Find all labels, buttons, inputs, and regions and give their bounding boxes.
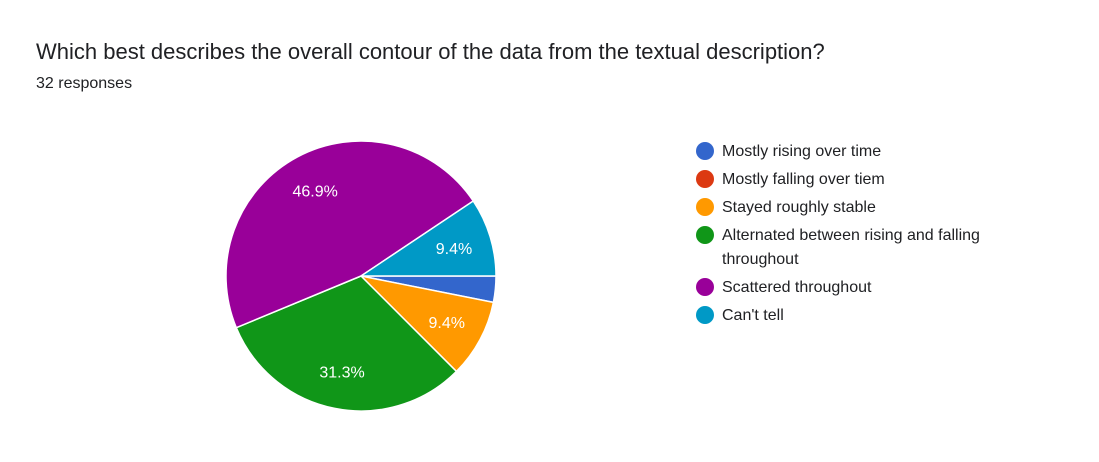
- legend-color-dot: [696, 306, 714, 324]
- legend-item[interactable]: Alternated between rising and falling th…: [696, 224, 1076, 272]
- slice-label-5: 9.4%: [436, 241, 472, 258]
- pie-slice-5[interactable]: [358, 199, 497, 277]
- legend-label: Mostly rising over time: [722, 143, 882, 160]
- legend-color-dot: [696, 142, 714, 160]
- slice-label-4: 46.9%: [292, 183, 337, 200]
- pie-slice-2[interactable]: [358, 274, 495, 373]
- legend-label: Alternated between rising and falling th…: [722, 227, 980, 268]
- legend-color-dot: [696, 226, 714, 244]
- legend-color-dot: [696, 170, 714, 188]
- question-title: Which best describes the overall contour…: [36, 39, 825, 64]
- legend-item[interactable]: Can't tell: [696, 304, 1076, 328]
- slice-label-2: 9.4%: [428, 315, 464, 332]
- legend-item[interactable]: Mostly rising over time: [696, 140, 1076, 164]
- legend-label: Mostly falling over tiem: [722, 171, 885, 188]
- pie-slice-3[interactable]: [235, 275, 458, 412]
- slice-label-3: 31.3%: [319, 364, 364, 381]
- legend-label: Can't tell: [722, 307, 784, 324]
- legend-item[interactable]: Mostly falling over tiem: [696, 168, 1076, 192]
- legend-item[interactable]: Stayed roughly stable: [696, 196, 1076, 220]
- legend-label: Stayed roughly stable: [722, 199, 876, 216]
- legend-color-dot: [696, 278, 714, 296]
- legend-color-dot: [696, 198, 714, 216]
- response-count: 32 responses: [36, 75, 133, 92]
- legend-label: Scattered throughout: [722, 279, 872, 296]
- legend-item[interactable]: Scattered throughout: [696, 276, 1076, 300]
- pie-slice-4[interactable]: [225, 140, 475, 329]
- chart-legend: Mostly rising over time Mostly falling ov…: [696, 140, 1076, 332]
